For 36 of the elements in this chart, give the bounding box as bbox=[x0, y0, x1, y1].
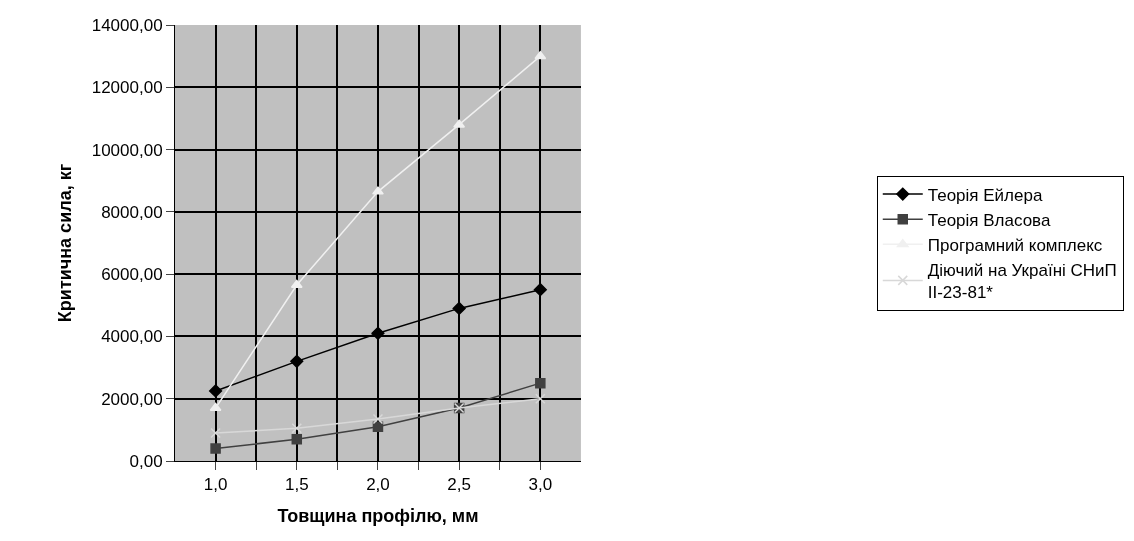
y-tick-label: 8000,00 bbox=[101, 202, 163, 222]
legend-label: Діючий на Україні СНиП II-23-81* bbox=[927, 260, 1117, 303]
point bbox=[372, 421, 384, 432]
point bbox=[534, 50, 547, 60]
point bbox=[290, 354, 304, 368]
point bbox=[372, 186, 384, 195]
y-tick-label: 12000,00 bbox=[91, 78, 163, 98]
legend-label: Теорія Власова bbox=[927, 210, 1051, 230]
point bbox=[208, 384, 223, 398]
x-tick-label: 1,0 bbox=[203, 475, 228, 495]
point bbox=[535, 393, 546, 404]
y-tick-label: 6000,00 bbox=[101, 265, 163, 285]
point bbox=[291, 433, 303, 445]
point bbox=[210, 443, 221, 454]
x-axis-title: Товщина профілю, мм bbox=[277, 505, 479, 526]
point bbox=[533, 283, 547, 297]
x-tick-label: 1,5 bbox=[284, 475, 309, 495]
y-tick-label: 2000,00 bbox=[101, 389, 163, 409]
y-tick-label: 0,00 bbox=[129, 451, 163, 471]
x-tick-label: 2,5 bbox=[447, 475, 471, 495]
point bbox=[535, 377, 546, 389]
legend-label: Теорія Ейлера bbox=[927, 185, 1043, 205]
y-tick-label: 14000,00 bbox=[91, 15, 163, 35]
y-tick-label: 4000,00 bbox=[101, 327, 163, 347]
legend-label: Програмний комплекс bbox=[927, 235, 1103, 255]
x-tick-label: 3,0 bbox=[528, 475, 553, 495]
point bbox=[372, 413, 384, 425]
point bbox=[209, 402, 222, 412]
point bbox=[371, 326, 385, 340]
point bbox=[290, 279, 303, 289]
y-tick-label: 10000,00 bbox=[91, 140, 163, 160]
y-axis-title: Критична сила, кг bbox=[54, 163, 75, 323]
point bbox=[291, 423, 303, 434]
point bbox=[210, 427, 221, 439]
x-tick-label: 2,0 bbox=[366, 475, 390, 495]
point bbox=[452, 301, 466, 315]
